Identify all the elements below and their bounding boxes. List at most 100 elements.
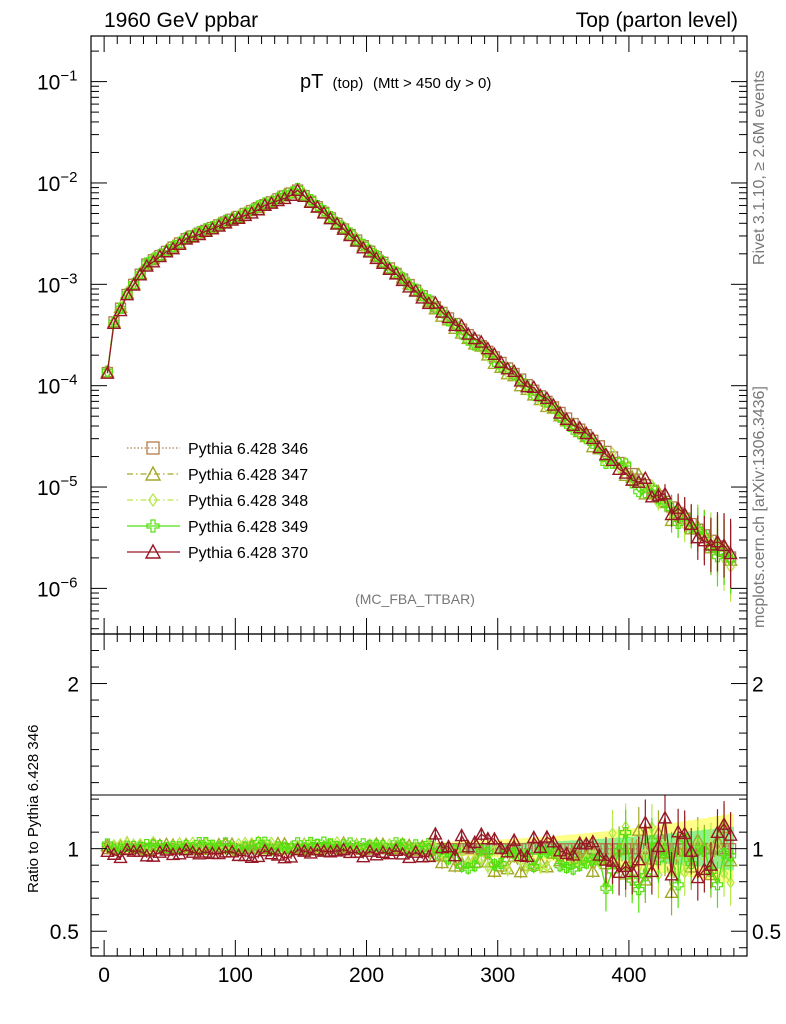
ratio-panel: 0.5 0.5 1 1 2 2 0 100 200 300 400 [50, 633, 781, 987]
data-point [434, 304, 450, 318]
data-point [395, 846, 410, 860]
data-point [336, 842, 351, 856]
data-point [144, 465, 162, 481]
data-point [533, 387, 548, 402]
data-point [716, 537, 732, 552]
data-point [144, 543, 162, 559]
data-point [447, 848, 463, 862]
series-line [106, 189, 732, 554]
legend-item-s348: Pythia 6.428 348 [127, 492, 308, 510]
data-point [690, 530, 705, 544]
data-point [428, 295, 443, 309]
data-point [561, 861, 573, 873]
data-point [100, 365, 115, 379]
data-point [657, 810, 673, 824]
legend-label: Pythia 6.428 348 [188, 493, 308, 510]
data-point [231, 210, 246, 224]
series-line [106, 188, 732, 568]
data-point [554, 860, 566, 872]
data-point [119, 842, 135, 856]
data-point [375, 844, 391, 858]
data-point [625, 863, 640, 878]
x-tick-label: 0 [98, 964, 110, 987]
data-point [474, 334, 489, 348]
data-point [493, 354, 509, 368]
data-point [148, 492, 158, 508]
data-point [559, 411, 574, 425]
data-point [146, 441, 160, 455]
data-point [631, 467, 646, 481]
data-point [251, 840, 266, 854]
data-point [244, 205, 259, 219]
data-point [211, 218, 227, 232]
data-point [520, 379, 535, 393]
data-point [342, 228, 358, 242]
data-point [723, 827, 738, 841]
data-point [593, 443, 605, 455]
data-point [719, 867, 729, 880]
data-point [495, 857, 507, 870]
data-point [113, 849, 128, 864]
data-point [522, 861, 532, 875]
data-point [657, 486, 673, 500]
source-label: mcplots.cern.ch [arXiv:1306.3436] [751, 386, 768, 628]
data-point [477, 852, 486, 866]
data-point [297, 843, 312, 857]
y-tick-label: 0.5 [50, 921, 79, 944]
main-panel: 10−1 10−2 10−3 10−4 10−5 10−6 pT (top) (Mtt >… [37, 35, 748, 635]
data-point [395, 272, 410, 287]
data-point [369, 250, 384, 265]
data-point [559, 845, 574, 860]
legend-label: Pythia 6.428 347 [188, 467, 308, 484]
data-point [680, 866, 689, 879]
data-point [631, 852, 646, 866]
data-point [323, 211, 338, 225]
data-point [480, 341, 496, 355]
title-main: pT [300, 71, 323, 93]
data-point [546, 397, 561, 411]
data-point [718, 848, 730, 860]
data-point [592, 847, 607, 861]
data-point [711, 879, 724, 891]
data-point [329, 216, 345, 230]
data-point [146, 848, 161, 862]
data-point [528, 860, 540, 872]
data-point [685, 522, 697, 534]
data-point [316, 843, 332, 857]
data-point [506, 832, 522, 846]
data-point [357, 838, 369, 850]
data-point [139, 258, 154, 272]
data-point [303, 194, 318, 209]
data-point [592, 440, 607, 454]
data-point [290, 182, 305, 197]
data-point [408, 283, 423, 297]
data-point [362, 244, 377, 258]
data-point [631, 474, 646, 488]
data-point [605, 853, 620, 867]
data-point [126, 277, 141, 291]
x-tick-label: 200 [349, 964, 384, 987]
data-point [618, 465, 633, 479]
data-point [500, 361, 515, 375]
data-point [547, 847, 560, 859]
data-point [467, 331, 482, 345]
data-point [257, 843, 273, 857]
data-point [493, 840, 509, 854]
data-point [277, 190, 292, 205]
data-point [362, 843, 377, 857]
data-point [113, 303, 128, 317]
data-point [541, 846, 553, 858]
data-point [349, 233, 364, 247]
y-tick-label: 10−2 [37, 169, 77, 196]
data-point [670, 500, 686, 514]
data-point [611, 461, 627, 475]
data-point [620, 458, 632, 470]
data-point [651, 838, 666, 853]
data-point [165, 241, 181, 255]
data-point [401, 279, 417, 293]
data-point [159, 244, 174, 258]
data-point [513, 864, 528, 878]
data-point [428, 848, 443, 862]
data-point [652, 853, 665, 866]
data-point [305, 836, 317, 849]
